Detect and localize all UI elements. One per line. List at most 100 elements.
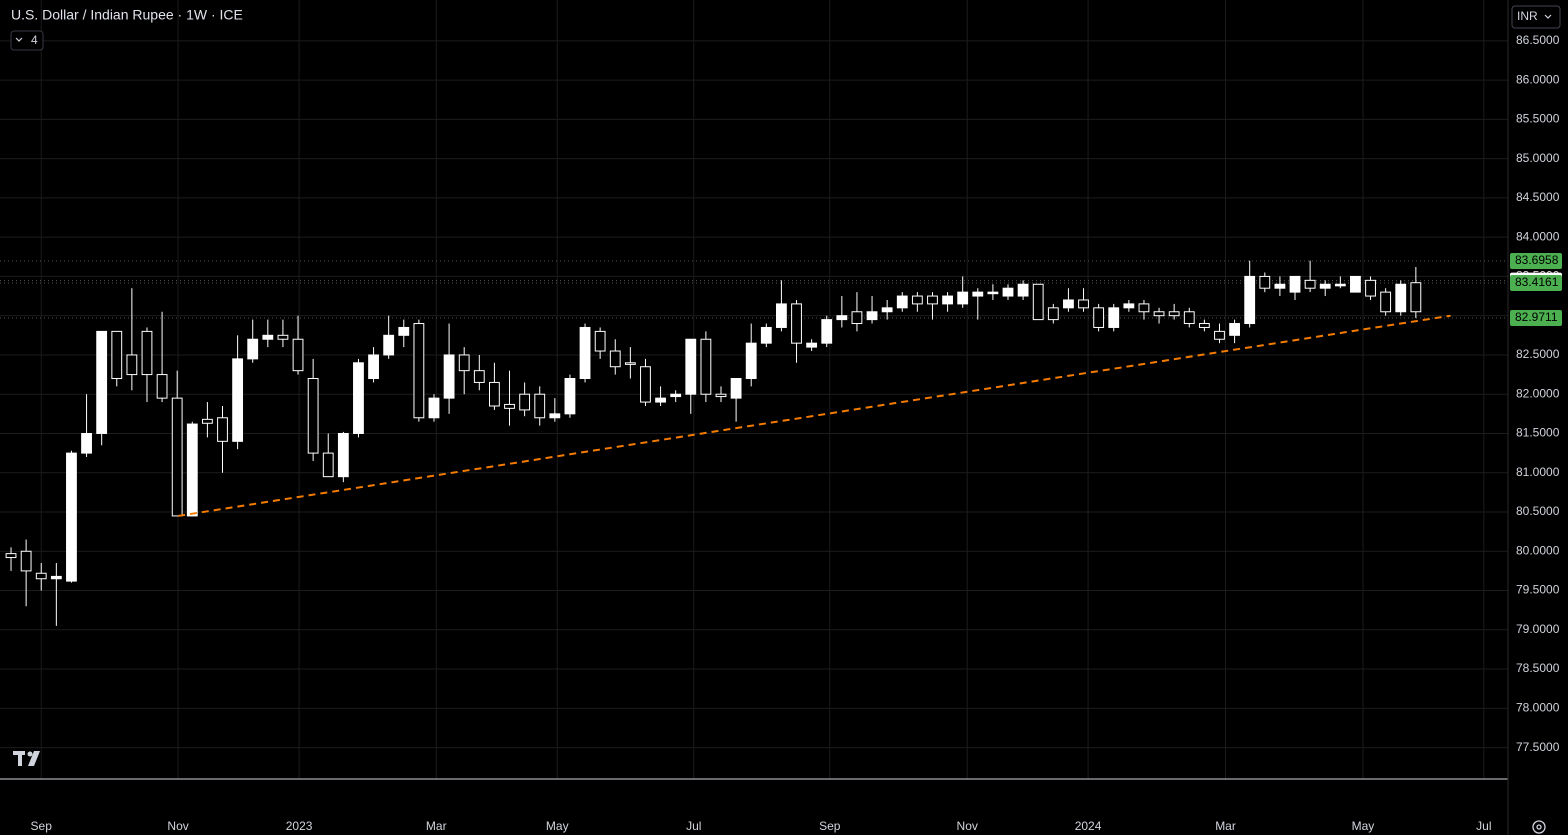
- candle-body: [413, 323, 425, 419]
- x-tick-label: Mar: [426, 819, 447, 833]
- candle-body: [20, 550, 32, 572]
- candle-body: [609, 350, 621, 368]
- candle-body: [307, 378, 319, 454]
- candle-body: [760, 326, 772, 344]
- candle-body: [564, 378, 576, 415]
- y-tick-label: 78.0000: [1516, 700, 1560, 714]
- price-label-bg: [1510, 309, 1562, 326]
- candle-body: [927, 295, 938, 305]
- candle-body: [111, 330, 123, 380]
- candle-body: [1289, 275, 1301, 293]
- trendline: [177, 314, 1451, 517]
- x-tick-label: 2024: [1075, 819, 1102, 833]
- candle-body: [1017, 283, 1029, 297]
- x-tick-label: May: [546, 819, 569, 833]
- candle-body: [1214, 330, 1225, 340]
- candle-body: [579, 326, 591, 380]
- candle-body: [972, 291, 984, 297]
- candle-body: [1350, 275, 1361, 293]
- candle-body: [776, 303, 787, 328]
- candle-body: [549, 413, 561, 419]
- candle-body: [534, 393, 546, 419]
- candle-body: [428, 397, 440, 419]
- candle-body: [1334, 283, 1346, 287]
- price-label-bg: [1510, 253, 1562, 270]
- y-tick-label: 78.5000: [1516, 661, 1560, 675]
- candle-body: [1123, 303, 1135, 309]
- candle-body: [987, 291, 999, 295]
- currency-dropdown[interactable]: [1511, 5, 1561, 29]
- indicator-toggle[interactable]: [10, 30, 44, 51]
- y-tick-label: 86.5000: [1516, 33, 1560, 47]
- candle-body: [594, 330, 606, 352]
- candle-body: [1153, 311, 1165, 317]
- settings-icon[interactable]: [1532, 820, 1546, 834]
- candle-body: [655, 397, 666, 403]
- candle-body: [1183, 311, 1195, 325]
- candle-body: [1259, 275, 1271, 289]
- candle-body: [141, 330, 153, 376]
- candle-body: [81, 432, 92, 454]
- candle-body: [685, 338, 697, 395]
- candle-body: [96, 330, 108, 434]
- candle-body: [504, 403, 515, 409]
- tv-logo: [13, 751, 40, 766]
- candle-body: [1274, 283, 1286, 289]
- candle-body: [1380, 291, 1392, 313]
- price-label: 82.9711: [1515, 310, 1558, 324]
- candle-body: [126, 354, 138, 376]
- candle-body: [156, 374, 168, 399]
- candle-body: [337, 432, 349, 478]
- y-tick-label: 80.5000: [1516, 504, 1560, 518]
- y-tick-label: 79.0000: [1516, 622, 1560, 636]
- candle-body: [443, 354, 455, 399]
- candle-body: [1395, 283, 1407, 313]
- candle-body: [791, 303, 802, 344]
- candle-body: [398, 326, 410, 336]
- candle-body: [1093, 307, 1105, 328]
- x-tick-label: Nov: [167, 819, 188, 833]
- indicator-count: 4: [31, 33, 38, 47]
- y-tick-label: 81.5000: [1516, 426, 1560, 440]
- candle-body: [473, 370, 485, 383]
- candle-body: [322, 452, 334, 478]
- candle-body: [66, 452, 77, 582]
- chevron-icon: [1544, 14, 1552, 19]
- candle-body: [292, 338, 304, 372]
- y-tick-label: 84.5000: [1516, 190, 1560, 204]
- candle-body: [745, 342, 757, 380]
- candle-body: [851, 311, 863, 325]
- candle-body: [1078, 299, 1089, 309]
- candle-body: [1168, 311, 1180, 317]
- candle-body: [881, 307, 893, 313]
- x-tick-label: Mar: [1215, 819, 1236, 833]
- x-tick-label: Jul: [686, 819, 701, 833]
- candle-body: [353, 362, 364, 434]
- candle-body: [836, 315, 848, 321]
- candle-body: [821, 319, 833, 344]
- x-tick-label: Sep: [819, 819, 841, 833]
- candle-body: [232, 358, 244, 442]
- price-label: 83.6958: [1515, 253, 1559, 267]
- candle-body: [1319, 283, 1331, 289]
- candle-body: [700, 338, 712, 395]
- candle-body: [201, 418, 213, 424]
- y-tick-label: 82.0000: [1516, 386, 1560, 400]
- marks: [5, 260, 1451, 626]
- candle-body: [640, 366, 651, 403]
- y-tick-label: 79.5000: [1516, 583, 1560, 597]
- candle-body: [624, 362, 636, 365]
- candle-body: [1138, 303, 1150, 313]
- candle-body: [1365, 279, 1376, 297]
- candle-body: [171, 397, 183, 517]
- x-tick-label: May: [1352, 819, 1375, 833]
- candle-body: [715, 393, 727, 398]
- y-tick-label: 86.0000: [1516, 72, 1560, 86]
- candle-body: [217, 417, 228, 442]
- candle-body: [1032, 283, 1044, 321]
- x-tick-label: Nov: [957, 819, 978, 833]
- candle-body: [1198, 323, 1210, 328]
- candle-body: [1047, 307, 1059, 321]
